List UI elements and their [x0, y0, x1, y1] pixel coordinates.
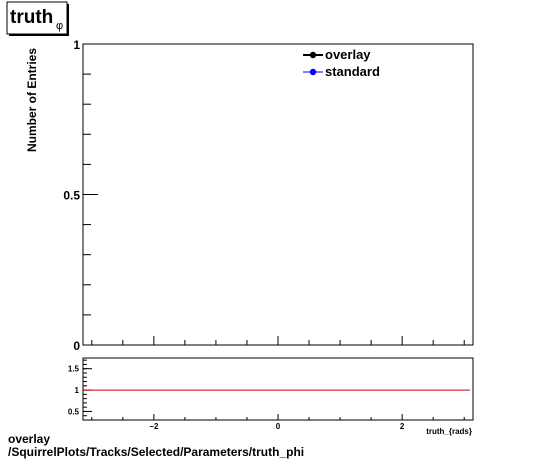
main-x-axis-ticks: [91, 336, 465, 345]
legend: overlay standard: [303, 47, 380, 79]
main-y-axis: 00.51: [63, 38, 98, 353]
ratio-y-tick-label: 1: [75, 386, 80, 395]
legend-entry-standard: standard: [303, 64, 380, 79]
ratio-x-axis: −2 0 2: [91, 414, 465, 431]
title-box: truth φ: [6, 1, 69, 36]
main-y-tick-label: 1: [73, 38, 80, 52]
ratio-y-axis: 0.5 1 1.5: [68, 359, 92, 416]
y-axis-label: Number of Entries: [25, 48, 39, 152]
ratio-y-tick-label: 0.5: [68, 407, 80, 416]
ratio-plot-frame: [82, 357, 474, 421]
footer: overlay /SquirrelPlots/Tracks/Selected/P…: [8, 433, 304, 459]
main-plot-frame: [82, 43, 474, 346]
ratio-x-tick-label: −2: [149, 422, 159, 431]
title-text: truth: [10, 7, 53, 28]
footer-path: /SquirrelPlots/Tracks/Selected/Parameter…: [8, 445, 305, 459]
main-y-tick-label: 0.5: [63, 189, 80, 203]
ratio-x-tick-label: 2: [400, 422, 405, 431]
legend-label-standard: standard: [325, 64, 380, 79]
footer-name: overlay: [8, 432, 51, 446]
ratio-x-tick-label: 0: [276, 422, 281, 431]
main-y-tick-label: 0: [73, 339, 80, 353]
ratio-y-tick-label: 1.5: [68, 365, 80, 374]
title-subscript: φ: [56, 20, 63, 32]
legend-entry-overlay: overlay: [303, 47, 371, 62]
x-axis-label: truth_{rads}: [426, 427, 472, 436]
legend-label-overlay: overlay: [325, 47, 371, 62]
